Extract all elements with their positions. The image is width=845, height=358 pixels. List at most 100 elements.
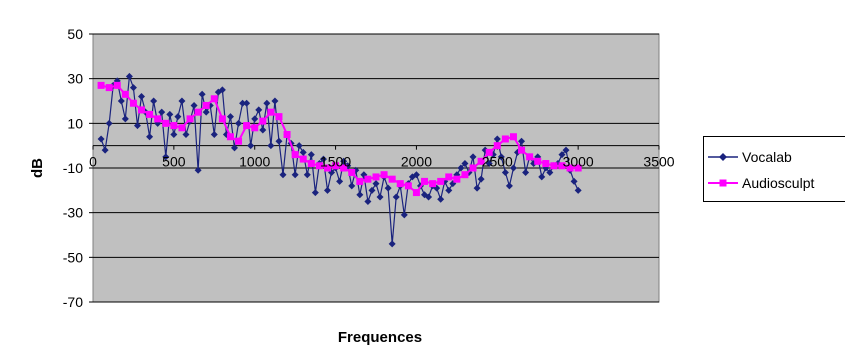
data-point-vocalab xyxy=(336,177,344,185)
data-point-audiosculpt xyxy=(445,173,453,181)
data-point-vocalab xyxy=(267,142,275,150)
data-point-vocalab xyxy=(239,99,247,107)
x-tick-label: 3500 xyxy=(643,154,674,170)
data-point-vocalab xyxy=(392,193,400,201)
data-point-audiosculpt xyxy=(267,108,275,116)
legend-item-audiosculpt: Audiosculpt xyxy=(708,173,814,193)
legend-label-vocalab: Vocalab xyxy=(742,149,792,165)
data-point-audiosculpt xyxy=(566,164,574,172)
data-point-audiosculpt xyxy=(396,180,404,188)
data-point-audiosculpt xyxy=(558,162,566,170)
gridlines xyxy=(93,33,659,303)
data-point-vocalab xyxy=(218,86,226,94)
data-point-vocalab xyxy=(105,119,113,127)
data-point-vocalab xyxy=(574,186,582,194)
data-point-audiosculpt xyxy=(534,157,542,165)
data-point-vocalab xyxy=(319,155,327,163)
data-point-vocalab xyxy=(97,135,105,143)
x-tick-label: 2000 xyxy=(401,154,432,170)
data-point-vocalab xyxy=(356,191,364,199)
data-point-audiosculpt xyxy=(275,113,283,121)
data-point-vocalab xyxy=(243,99,251,107)
legend: Vocalab Audiosculpt xyxy=(703,136,845,202)
y-axis-title: dB xyxy=(29,158,46,178)
data-point-vocalab xyxy=(210,131,218,138)
data-point-vocalab xyxy=(497,153,505,161)
data-point-vocalab xyxy=(501,168,509,176)
y-tick-label: 10 xyxy=(67,115,83,131)
data-point-audiosculpt xyxy=(178,124,186,132)
data-point-vocalab xyxy=(235,119,243,127)
data-point-audiosculpt xyxy=(469,164,477,172)
data-point-audiosculpt xyxy=(421,177,429,185)
data-point-vocalab xyxy=(182,131,190,138)
data-point-audiosculpt xyxy=(315,162,323,170)
data-point-audiosculpt xyxy=(501,135,509,143)
data-point-audiosculpt xyxy=(356,177,364,185)
data-point-vocalab xyxy=(445,186,453,194)
data-point-vocalab xyxy=(146,133,154,141)
data-point-audiosculpt xyxy=(485,148,493,156)
y-tick-label: -70 xyxy=(63,294,83,310)
data-point-audiosculpt xyxy=(412,189,420,197)
data-point-audiosculpt xyxy=(550,162,558,170)
data-point-audiosculpt xyxy=(348,168,356,176)
data-point-vocalab xyxy=(101,146,109,154)
data-point-audiosculpt xyxy=(210,95,218,103)
x-tick-label: 2500 xyxy=(482,154,513,170)
data-point-audiosculpt xyxy=(97,81,105,89)
data-point-audiosculpt xyxy=(453,175,461,183)
x-tick-label: 1000 xyxy=(239,154,270,170)
legend-swatch-vocalab xyxy=(708,153,738,161)
data-point-audiosculpt xyxy=(493,142,501,150)
data-point-audiosculpt xyxy=(162,119,170,127)
data-point-audiosculpt xyxy=(404,182,412,190)
x-tick-label: 500 xyxy=(162,154,186,170)
data-point-audiosculpt xyxy=(105,84,113,92)
data-point-vocalab xyxy=(178,97,186,105)
data-point-audiosculpt xyxy=(218,115,226,123)
legend-label-audiosculpt: Audiosculpt xyxy=(742,175,815,191)
data-point-audiosculpt xyxy=(154,115,162,123)
data-point-vocalab xyxy=(299,148,307,156)
data-point-vocalab xyxy=(259,126,267,134)
data-point-vocalab xyxy=(117,97,125,105)
data-point-audiosculpt xyxy=(138,106,146,114)
data-point-vocalab xyxy=(473,184,481,192)
data-point-audiosculpt xyxy=(121,90,129,98)
data-point-audiosculpt xyxy=(129,99,137,107)
y-tick-label: 50 xyxy=(67,26,83,42)
data-point-vocalab xyxy=(457,164,465,172)
data-point-vocalab xyxy=(340,157,348,165)
x-tick-label: 3000 xyxy=(563,154,594,170)
data-point-vocalab xyxy=(493,135,501,143)
data-point-audiosculpt xyxy=(202,101,210,109)
data-point-vocalab xyxy=(562,146,570,154)
data-point-audiosculpt xyxy=(146,110,154,118)
data-point-vocalab xyxy=(425,193,433,201)
data-point-vocalab xyxy=(170,131,178,138)
data-point-vocalab xyxy=(271,97,279,105)
x-tick-label: 1500 xyxy=(320,154,351,170)
data-point-audiosculpt xyxy=(340,164,348,172)
data-point-vocalab xyxy=(279,171,287,179)
data-point-vocalab xyxy=(437,195,445,203)
data-point-audiosculpt xyxy=(283,131,291,138)
data-point-vocalab xyxy=(522,168,530,176)
data-point-vocalab xyxy=(388,240,396,248)
data-point-vocalab xyxy=(538,173,546,181)
data-point-vocalab xyxy=(348,182,356,190)
data-point-audiosculpt xyxy=(542,160,550,168)
data-point-audiosculpt xyxy=(364,175,372,183)
data-point-audiosculpt xyxy=(437,177,445,185)
data-point-audiosculpt xyxy=(243,122,251,130)
data-point-audiosculpt xyxy=(307,160,315,168)
data-point-audiosculpt xyxy=(518,146,526,154)
data-point-vocalab xyxy=(194,166,202,174)
data-point-vocalab xyxy=(412,171,420,179)
data-point-vocalab xyxy=(518,137,526,145)
y-tick-label: -50 xyxy=(63,249,83,265)
data-point-vocalab xyxy=(226,113,234,121)
data-point-vocalab xyxy=(202,108,210,116)
